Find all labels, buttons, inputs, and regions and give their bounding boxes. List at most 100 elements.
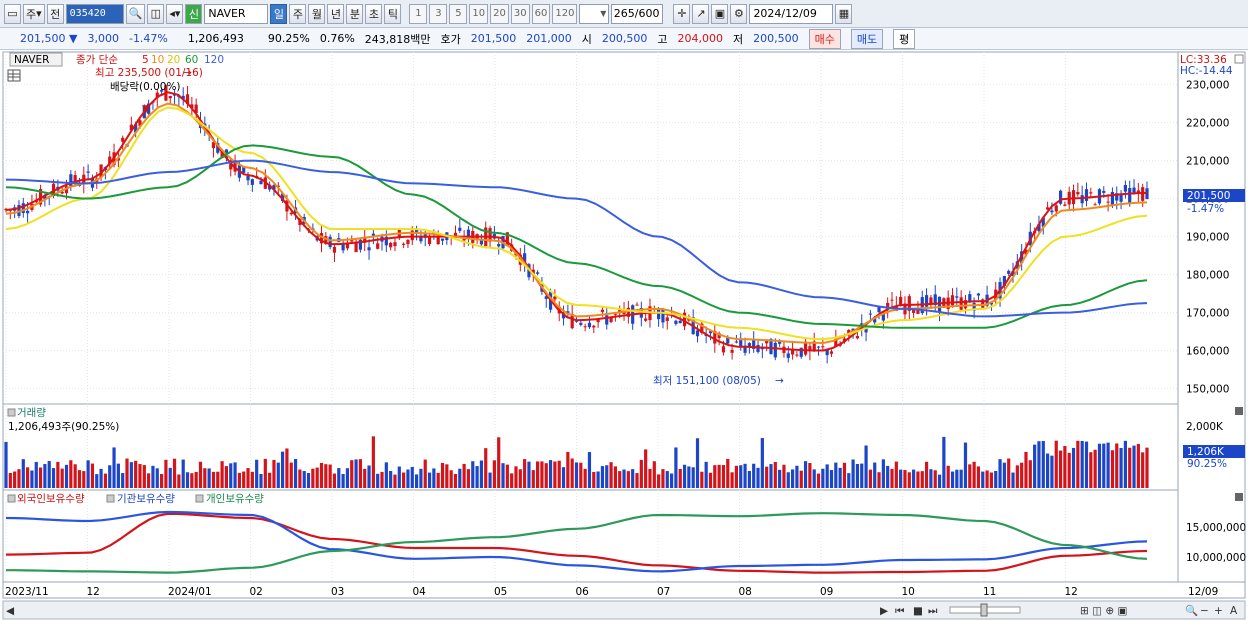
volume-bar xyxy=(311,468,315,488)
candle-body xyxy=(216,143,220,153)
volume-bar xyxy=(1002,462,1006,488)
zoom-slider-handle[interactable] xyxy=(980,603,988,617)
interval-5-button[interactable]: 5 xyxy=(449,3,468,24)
sell-button[interactable]: 매도 xyxy=(850,28,884,49)
volume-bar xyxy=(622,469,626,488)
dividend-arrow-icon: ▼ xyxy=(142,103,151,115)
new-button[interactable]: 신 xyxy=(185,3,203,24)
candle-body xyxy=(609,317,613,323)
holdings-toggle-icon[interactable] xyxy=(7,494,16,503)
scroll-left-icon[interactable]: ◀ xyxy=(6,605,15,617)
stop-icon[interactable]: ■ xyxy=(913,605,923,617)
high-price: 204,000 xyxy=(677,32,724,45)
volume-bar xyxy=(177,474,181,488)
volume-bar xyxy=(164,459,168,488)
favorite-icon[interactable]: ◫ xyxy=(147,3,165,24)
stock-name-field[interactable]: NAVER xyxy=(204,3,269,24)
institution-toggle-icon[interactable] xyxy=(106,494,115,503)
interval-20-button[interactable]: 20 xyxy=(490,3,509,24)
candle-body xyxy=(786,353,790,358)
volume-bar xyxy=(769,464,773,488)
count-total: /600 xyxy=(634,7,660,20)
font-size-icon[interactable]: A xyxy=(1230,605,1238,617)
scroll-right-icon[interactable]: ▶ xyxy=(880,605,889,617)
candle-body xyxy=(328,236,332,248)
y-axis-ticks: 230,000220,000210,000200,000190,000180,0… xyxy=(1186,80,1246,564)
volume-bar xyxy=(1058,450,1063,488)
calendar-icon[interactable]: ▦ xyxy=(835,3,853,24)
volume-bar xyxy=(440,462,445,488)
period-tick-button[interactable]: 틱 xyxy=(384,3,402,24)
candle-body xyxy=(752,339,756,349)
search-icon[interactable]: 🔍 xyxy=(125,3,146,24)
price-panel-close-icon[interactable] xyxy=(1234,54,1244,64)
period-second-button[interactable]: 초 xyxy=(365,3,383,24)
interval-10-button[interactable]: 10 xyxy=(469,3,489,24)
period-minute-button[interactable]: 분 xyxy=(346,3,364,24)
volume-bar xyxy=(1119,448,1123,488)
jeon-button[interactable]: 전 xyxy=(46,3,64,24)
volume-bar xyxy=(293,459,298,488)
volume-bar xyxy=(203,468,207,488)
volume-panel-toggle-icon[interactable] xyxy=(7,408,16,417)
candle-body xyxy=(1110,191,1115,205)
first-page-icon[interactable]: ⏮ xyxy=(895,605,905,617)
interval-120-button[interactable]: 120 xyxy=(552,3,578,24)
bottom-scroll-bar[interactable] xyxy=(2,600,1246,620)
draw-icon[interactable]: ↗ xyxy=(692,3,710,24)
date-input[interactable]: 2024/12/09 xyxy=(749,3,834,24)
window-icon[interactable]: ▭ xyxy=(4,3,21,24)
volume-bar xyxy=(756,467,760,488)
legend-institution: 기관보유수량 xyxy=(117,493,175,505)
candle-body xyxy=(276,185,280,187)
table-icon[interactable] xyxy=(7,69,21,82)
gear-icon[interactable]: ⚙ xyxy=(730,3,748,24)
volume-bar xyxy=(1110,450,1115,488)
stock-chart[interactable]: 230,000220,000210,000200,000190,000180,0… xyxy=(0,50,1248,621)
candle-body xyxy=(907,296,911,311)
volume-bar xyxy=(69,460,73,488)
period-week-button[interactable]: 주 xyxy=(289,3,307,24)
interval-1-button[interactable]: 1 xyxy=(409,3,428,24)
zoom-search-icon[interactable]: 🔍 xyxy=(1185,603,1198,617)
volume-bar xyxy=(613,466,617,488)
interval-30-button[interactable]: 30 xyxy=(510,3,530,24)
average-button[interactable]: 평 xyxy=(893,28,916,49)
tool-icons[interactable]: ⊞ ◫ ⊕ ▣ xyxy=(1080,605,1127,617)
sound-icon[interactable]: ◂▾ xyxy=(166,3,184,24)
save-icon[interactable]: ▣ xyxy=(711,3,729,24)
volume-panel-close-icon[interactable] xyxy=(1235,407,1243,415)
volume-bar xyxy=(730,472,734,488)
volume-bar xyxy=(1145,447,1149,488)
zoom-in-icon[interactable]: + xyxy=(1214,605,1223,617)
stock-code-input[interactable]: 035420 xyxy=(65,3,124,24)
volume-bar xyxy=(363,468,367,488)
candle-body xyxy=(354,242,358,253)
period-day-button[interactable]: 일 xyxy=(270,3,288,24)
candle-body xyxy=(981,299,985,308)
volume-bar xyxy=(1093,449,1097,488)
interval-3-button[interactable]: 3 xyxy=(429,3,448,24)
volume-bar xyxy=(90,463,95,488)
candle-body xyxy=(341,244,345,251)
volume-bar xyxy=(644,449,648,488)
volume-bar xyxy=(501,463,505,488)
zoom-out-icon[interactable]: − xyxy=(1200,605,1209,617)
volume-bar xyxy=(1136,443,1140,488)
crosshair-icon[interactable]: ✛ xyxy=(673,3,691,24)
interval-60-button[interactable]: 60 xyxy=(531,3,551,24)
holdings-panel-close-icon[interactable] xyxy=(1235,493,1243,501)
interval-dropdown[interactable]: ▼ xyxy=(579,3,610,24)
volume-bar xyxy=(319,462,324,488)
candle-body xyxy=(812,341,816,351)
period-month-button[interactable]: 월 xyxy=(308,3,326,24)
period-year-button[interactable]: 년 xyxy=(327,3,345,24)
candle-body xyxy=(345,243,350,249)
market-select[interactable]: 주 ▾ xyxy=(23,3,45,24)
individual-toggle-icon[interactable] xyxy=(195,494,204,503)
buy-button[interactable]: 매수 xyxy=(808,28,841,49)
volume-bar xyxy=(306,473,311,488)
volume-bar xyxy=(185,472,190,488)
last-page-icon[interactable]: ⏭ xyxy=(928,605,938,617)
count-input[interactable]: 265/600 xyxy=(611,3,664,24)
